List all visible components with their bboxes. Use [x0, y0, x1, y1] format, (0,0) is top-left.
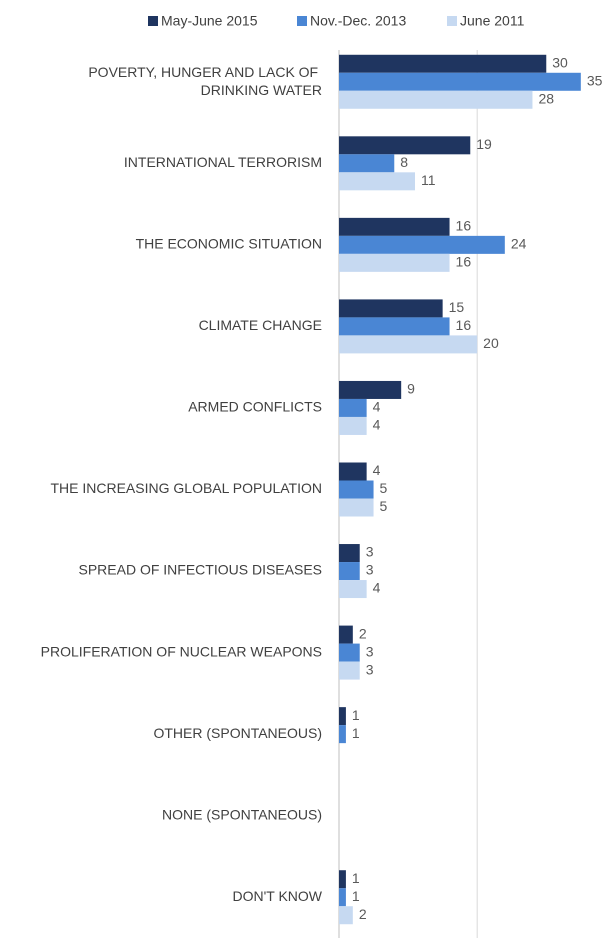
value-label: 1: [352, 888, 360, 904]
value-label: 28: [538, 90, 554, 106]
bar: [339, 888, 346, 907]
bar: [339, 253, 450, 272]
legend-label: June 2011: [460, 13, 525, 29]
bar: [339, 416, 367, 435]
bar: [339, 725, 346, 744]
value-label: 1: [352, 725, 360, 741]
value-label: 2: [359, 625, 367, 641]
bar: [339, 335, 478, 354]
category-label: NONE (SPONTANEOUS): [162, 806, 322, 822]
value-label: 15: [449, 299, 465, 315]
bar: [339, 317, 450, 336]
legend-label: Nov.-Dec. 2013: [310, 13, 406, 29]
category-label: INTERNATIONAL TERRORISM: [124, 154, 322, 170]
value-label: 4: [373, 580, 381, 596]
category-label: CLIMATE CHANGE: [199, 317, 322, 333]
value-label: 3: [366, 661, 374, 677]
value-label: 5: [380, 480, 388, 496]
value-label: 16: [456, 218, 472, 234]
bar: [339, 462, 367, 481]
bar: [339, 707, 346, 726]
category-label: PROLIFERATION OF NUCLEAR WEAPONS: [41, 643, 322, 659]
value-label: 35: [587, 72, 603, 88]
value-label: 24: [511, 236, 527, 252]
value-label: 4: [373, 462, 381, 478]
value-label: 9: [407, 381, 415, 397]
bar: [339, 870, 346, 889]
bar: [339, 498, 374, 517]
category-label: ARMED CONFLICTS: [188, 399, 322, 415]
bar: [339, 580, 367, 599]
bar: [339, 562, 360, 581]
legend-swatch: [297, 16, 307, 26]
value-label: 19: [476, 136, 492, 152]
value-label: 8: [400, 154, 408, 170]
bar: [339, 380, 402, 399]
bar: [339, 172, 415, 191]
category-label: OTHER (SPONTANEOUS): [153, 725, 322, 741]
bar: [339, 154, 395, 173]
value-label: 20: [483, 335, 499, 351]
bar: [339, 398, 367, 417]
value-label: 1: [352, 870, 360, 886]
value-label: 3: [366, 544, 374, 560]
category-label: DON'T KNOW: [232, 888, 322, 904]
bar: [339, 235, 505, 254]
category-label: SPREAD OF INFECTIOUS DISEASES: [79, 562, 323, 578]
category-label: THE INCREASING GLOBAL POPULATION: [50, 480, 322, 496]
bar: [339, 480, 374, 499]
value-label: 30: [552, 54, 568, 70]
bar: [339, 54, 547, 73]
bar: [339, 906, 353, 925]
bar: [339, 299, 443, 318]
bar: [339, 625, 353, 644]
value-label: 2: [359, 906, 367, 922]
value-label: 11: [421, 172, 436, 188]
value-label: 4: [373, 417, 381, 433]
bar: [339, 643, 360, 662]
legend-swatch: [447, 16, 457, 26]
category-label: THE ECONOMIC SITUATION: [136, 236, 322, 252]
legend-label: May-June 2015: [161, 13, 258, 29]
bar: [339, 136, 471, 155]
value-label: 4: [373, 399, 381, 415]
bar: [339, 72, 581, 91]
bar: [339, 544, 360, 563]
bar: [339, 217, 450, 236]
value-label: 1: [352, 707, 360, 723]
bar: [339, 90, 533, 109]
value-label: 16: [456, 254, 472, 270]
category-label: POVERTY, HUNGER AND LACK OF DRINKING WAT…: [88, 63, 322, 97]
bar: [339, 661, 360, 680]
legend-swatch: [148, 16, 158, 26]
value-label: 5: [380, 498, 388, 514]
value-label: 16: [456, 317, 472, 333]
value-label: 3: [366, 562, 374, 578]
value-label: 3: [366, 643, 374, 659]
